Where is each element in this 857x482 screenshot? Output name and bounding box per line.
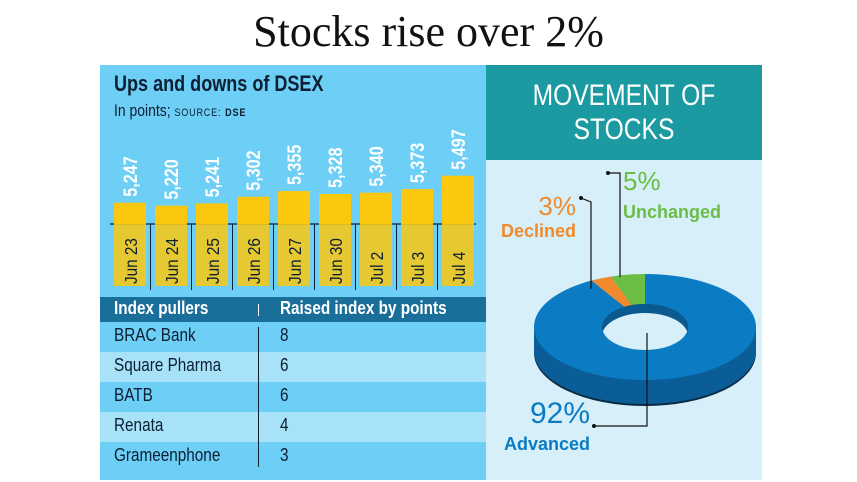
category-band <box>401 224 433 286</box>
category-band <box>442 224 474 286</box>
leader-declined <box>580 197 592 289</box>
bar <box>196 203 228 224</box>
leader-dot <box>579 196 583 200</box>
table-row: BATB 6 <box>100 382 486 412</box>
bar <box>237 196 269 224</box>
category-label: Jul 3 <box>408 252 428 284</box>
category-band <box>360 224 392 286</box>
company-name: BATB <box>114 385 153 405</box>
advanced-label: Advanced <box>504 434 590 454</box>
leader-unchanged <box>608 172 621 277</box>
table-header: Index pullers Raised index by points <box>100 297 486 322</box>
advanced-percent: 92% <box>530 397 590 430</box>
points-value: 6 <box>280 355 289 375</box>
donut-slice-advanced <box>534 274 756 380</box>
unchanged-percent: 5% <box>623 166 661 196</box>
leader-advanced <box>594 333 648 427</box>
chart-title: Ups and downs of DSEX <box>114 71 324 96</box>
declined-label: Declined <box>501 221 576 241</box>
table-row: BRAC Bank 8 <box>100 322 486 352</box>
bar <box>319 193 351 224</box>
bar <box>401 189 433 224</box>
header-index-pullers: Index pullers <box>114 298 209 318</box>
movement-panel: MOVEMENT OF STOCKS 5% Unchanged 3% Declined… <box>486 65 762 480</box>
source-label: SOURCE: <box>174 107 222 119</box>
source: DSE <box>225 107 247 119</box>
leader-dot <box>606 171 610 175</box>
movement-title-band: MOVEMENT OF STOCKS <box>486 65 762 160</box>
value-label: 5,373 <box>407 143 429 184</box>
header-divider <box>258 304 259 316</box>
donut-slice-declined <box>591 276 632 307</box>
points-value: 8 <box>280 325 289 345</box>
value-label: 5,302 <box>243 150 265 191</box>
table-row: Grameenphone 3 <box>100 442 486 472</box>
company-name: Renata <box>114 415 164 435</box>
category-label: Jun 25 <box>203 238 223 284</box>
unchanged-label: Unchanged <box>623 202 721 222</box>
leader-dot <box>592 424 596 428</box>
bar <box>114 202 146 224</box>
category-band <box>114 224 146 286</box>
value-label: 5,220 <box>161 159 183 200</box>
category-label: Jun 23 <box>121 238 141 284</box>
value-label: 5,340 <box>366 146 388 187</box>
dsex-panel: Ups and downs of DSEX In points; SOURCE:… <box>100 65 486 480</box>
header-raised-points: Raised index by points <box>280 298 447 318</box>
donut-chart: 5% Unchanged 3%Declined 92% Advanced <box>501 166 756 454</box>
chart-subtitle: In points; SOURCE: DSE <box>114 101 246 121</box>
points-value: 4 <box>280 415 289 435</box>
value-label: 5,355 <box>284 144 306 185</box>
category-label: Jun 24 <box>162 238 182 284</box>
category-band <box>278 224 310 286</box>
bar <box>278 191 310 224</box>
category-band <box>155 224 187 286</box>
bar <box>442 175 474 224</box>
value-label: 5,497 <box>448 129 470 170</box>
company-name: BRAC Bank <box>114 325 196 345</box>
bar-chart: 5,247 Jun 23 5,220 Jun 24 5,241 Jun 25 5,302 Ju… <box>110 129 476 290</box>
company-name: Grameenphone <box>114 445 221 465</box>
company-name: Square Pharma <box>114 355 222 375</box>
table-divider <box>258 327 259 467</box>
points-value: 3 <box>280 445 289 465</box>
donut-slice-unchanged <box>610 274 645 306</box>
table-row: Renata 4 <box>100 412 486 442</box>
category-band <box>237 224 269 286</box>
category-band <box>196 224 228 286</box>
bar <box>360 192 392 224</box>
headline: Stocks rise over 2% <box>253 7 604 56</box>
table-row: Square Pharma 6 <box>100 352 486 382</box>
category-label: Jun 30 <box>326 238 346 284</box>
movement-title: MOVEMENT OF STOCKS <box>532 79 716 146</box>
subtitle-text: In points; <box>114 101 171 120</box>
category-label: Jul 4 <box>449 252 469 284</box>
bar <box>155 205 187 224</box>
value-label: 5,328 <box>325 147 347 188</box>
category-band <box>319 224 351 286</box>
category-label: Jun 27 <box>285 238 305 284</box>
points-value: 6 <box>280 385 289 405</box>
value-label: 5,241 <box>202 157 224 198</box>
value-label: 5,247 <box>120 156 142 197</box>
declined-percent: 3% <box>538 191 576 221</box>
category-label: Jul 2 <box>367 252 387 284</box>
category-label: Jun 26 <box>244 238 264 284</box>
